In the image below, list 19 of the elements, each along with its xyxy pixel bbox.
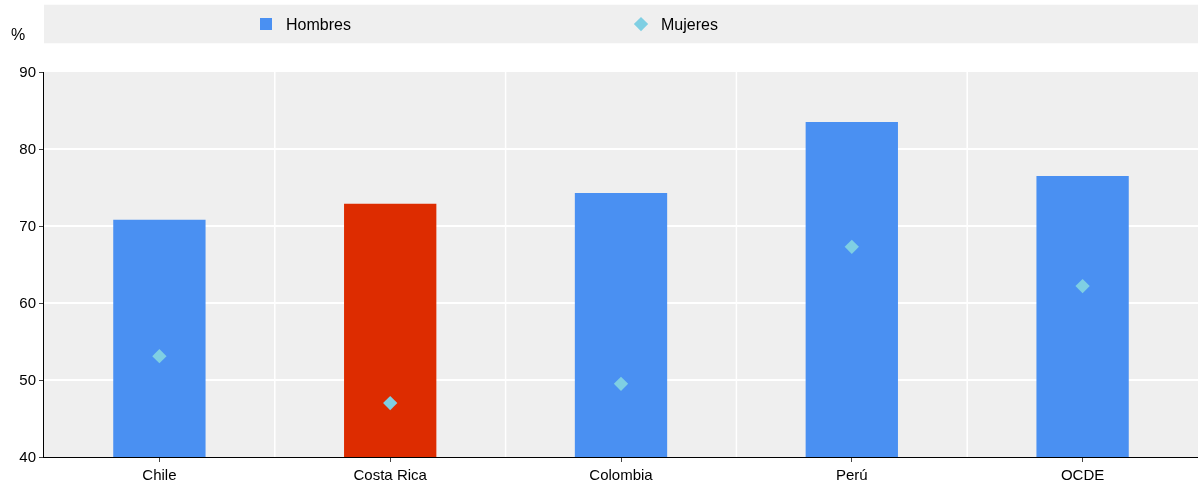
point	[613, 376, 629, 391]
y-tick-label: 80	[19, 140, 36, 158]
point	[844, 239, 859, 254]
point	[152, 348, 167, 364]
x-tick-label: Costa Rica	[353, 466, 428, 483]
y-tick-label: 50	[19, 371, 36, 389]
y-tick-label: 70	[19, 217, 36, 235]
x-tick-label: Chile	[142, 466, 177, 483]
legend-label: Mujeres	[661, 16, 718, 34]
y-tick-label: 60	[19, 294, 36, 312]
point	[383, 395, 398, 411]
x-tick-label: OCDE	[1060, 466, 1105, 483]
x-tick-label: Perú	[835, 466, 868, 483]
y-tick-label: 90	[19, 63, 36, 81]
y-axis-title: %	[11, 26, 26, 43]
legend-label: Hombres	[286, 16, 351, 34]
point	[1075, 278, 1090, 294]
x-tick-label: Colombia	[589, 466, 654, 483]
y-tick-label: 40	[19, 448, 36, 466]
